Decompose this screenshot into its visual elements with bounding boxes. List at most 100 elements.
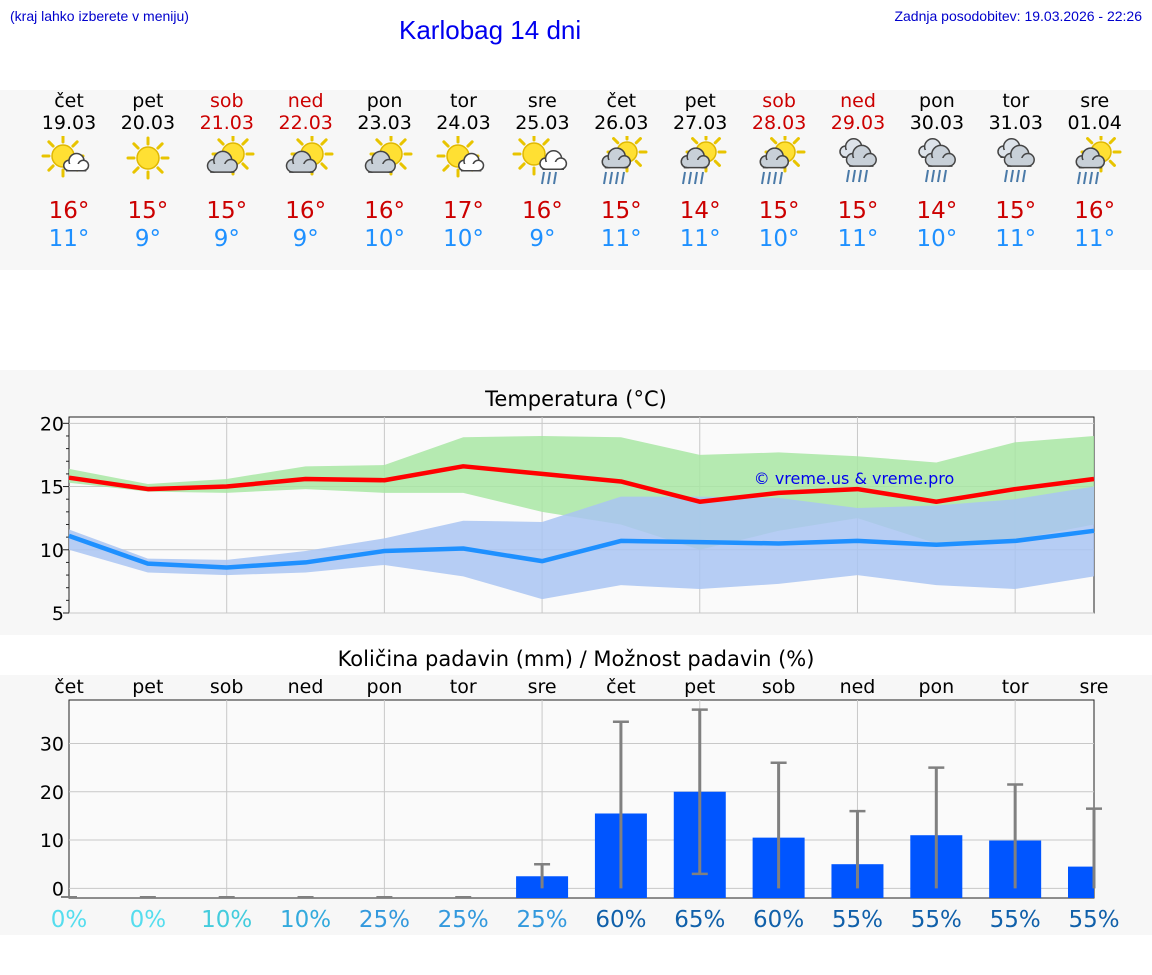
cloud-body — [545, 162, 562, 170]
sun-cloud-icon — [436, 136, 484, 178]
sun-ray — [1108, 159, 1116, 167]
temperature-chart: 5 10 15 20 © vreme.us & vreme.pro — [40, 413, 1095, 625]
sun-ray — [634, 159, 643, 167]
rain-drop — [541, 171, 546, 185]
sun-ray — [398, 138, 407, 146]
precip-probability: 0% — [130, 907, 167, 933]
rain-shape — [682, 171, 705, 185]
region-hint[interactable]: (kraj lahko izberete v meniju) — [10, 8, 189, 24]
rain-drop — [1088, 171, 1093, 185]
sun-ray — [320, 138, 328, 146]
rain-drop — [1082, 171, 1087, 185]
day-date: 27.03 — [672, 112, 728, 134]
day-min-temp: 10° — [916, 226, 958, 252]
cloud-body — [1081, 160, 1099, 168]
day-min-temp: 9° — [134, 226, 161, 252]
precip-probability: 25% — [359, 907, 410, 933]
cloud-sun-icon — [206, 136, 255, 176]
sun-rain-icon — [512, 136, 568, 185]
precip-day-label: čet — [54, 676, 84, 698]
forecast-day-5: pon 23.03 — [345, 90, 425, 134]
cloud-rain-icon — [997, 138, 1035, 183]
day-date: 01.04 — [1067, 112, 1122, 134]
day-max-temp: 16° — [285, 198, 327, 224]
precip-probability: 0% — [51, 907, 88, 933]
rain-drop — [1094, 171, 1099, 185]
precip-day-label: ned — [288, 676, 324, 698]
cloud-rain-icon — [918, 138, 956, 183]
sun-cloud-icon — [41, 136, 90, 178]
sun-ray — [612, 137, 620, 145]
sun-ray — [132, 166, 140, 174]
forecast-day-7: sre 25.03 — [502, 90, 582, 134]
precipitation-chart-title: Količina padavin (mm) / Možnost padavin … — [337, 647, 815, 671]
cloud-shape — [924, 144, 956, 167]
precip-probability: 55% — [990, 907, 1041, 933]
cloud-body — [69, 164, 84, 171]
rain-drop — [621, 171, 626, 185]
forecast-day-10: sob 28.03 — [739, 90, 819, 134]
precip-day-label: pet — [684, 676, 715, 698]
rain-drop — [609, 171, 614, 185]
cloud-shape — [680, 147, 711, 169]
day-date: 29.03 — [830, 112, 886, 134]
day-max-temp: 16° — [364, 198, 405, 224]
day-min-temp: 11° — [48, 226, 90, 252]
precip-day-label: sre — [1080, 676, 1109, 698]
day-min-temp: 11° — [600, 226, 642, 252]
cloud-body — [292, 164, 310, 173]
precip-bar — [1068, 866, 1094, 898]
precip-tick-label: 0 — [52, 878, 64, 900]
precip-day-label: sob — [210, 676, 244, 698]
rain-drop — [767, 171, 772, 185]
sun-ray — [465, 140, 474, 148]
rain-drop — [682, 171, 687, 185]
day-date: 20.03 — [120, 112, 176, 134]
precip-probability: 10% — [201, 907, 252, 933]
max-temp-line-series — [68, 464, 1095, 504]
rain-drop — [1015, 169, 1020, 183]
sun-cloud-rain-icon — [1075, 136, 1122, 185]
precip-day-label: sob — [762, 676, 796, 698]
day-max-temp: 15° — [995, 198, 1037, 224]
day-name: ned — [287, 90, 324, 112]
sun-ray — [691, 137, 699, 145]
day-max-temp: 15° — [206, 198, 248, 224]
cloud-shape — [285, 150, 317, 173]
watermark-text: © vreme.us & vreme.pro — [754, 469, 955, 488]
sun-ray — [47, 140, 55, 148]
day-max-temp: 16° — [1074, 198, 1116, 224]
sun-ray — [441, 164, 450, 172]
precip-day-label: tor — [450, 676, 477, 698]
day-min-temp: 10° — [443, 226, 484, 252]
cloud-body — [608, 160, 625, 168]
day-name: tor — [1002, 90, 1030, 112]
cloud-shape — [1003, 144, 1035, 167]
precip-day-label: pon — [918, 676, 954, 698]
rain-drop — [924, 169, 929, 183]
day-max-temp: 16° — [522, 198, 563, 224]
cloud-shape — [845, 144, 877, 167]
precip-probability: 10% — [280, 907, 331, 933]
precip-probability: 55% — [1068, 907, 1119, 933]
day-min-temp: 11° — [995, 226, 1037, 252]
day-name: pon — [919, 90, 955, 112]
sun-ray — [770, 137, 778, 145]
day-name: sre — [527, 90, 557, 112]
cloud-body — [463, 164, 478, 171]
rain-drop — [936, 169, 941, 183]
rain-drop — [864, 169, 868, 183]
cloud-shape — [1075, 147, 1105, 169]
sun-cloud-rain-icon — [680, 136, 727, 185]
precip-day-label: ned — [840, 676, 876, 698]
day-date: 19.03 — [41, 112, 97, 134]
sun-cloud-rain-icon — [759, 136, 806, 185]
cloud-shape — [759, 147, 790, 169]
sun-ray — [792, 159, 801, 167]
precip-day-label: pon — [367, 676, 403, 698]
precip-probability: 55% — [911, 907, 962, 933]
cloud-rain-icon — [997, 138, 1035, 183]
sun-ray — [241, 138, 249, 146]
forecast-day-11: ned 29.03 — [818, 90, 898, 134]
precip-probability: 65% — [674, 907, 725, 933]
